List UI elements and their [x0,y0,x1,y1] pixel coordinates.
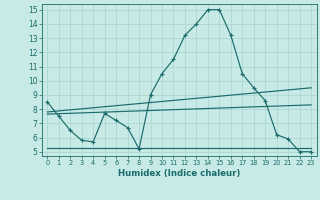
X-axis label: Humidex (Indice chaleur): Humidex (Indice chaleur) [118,169,240,178]
